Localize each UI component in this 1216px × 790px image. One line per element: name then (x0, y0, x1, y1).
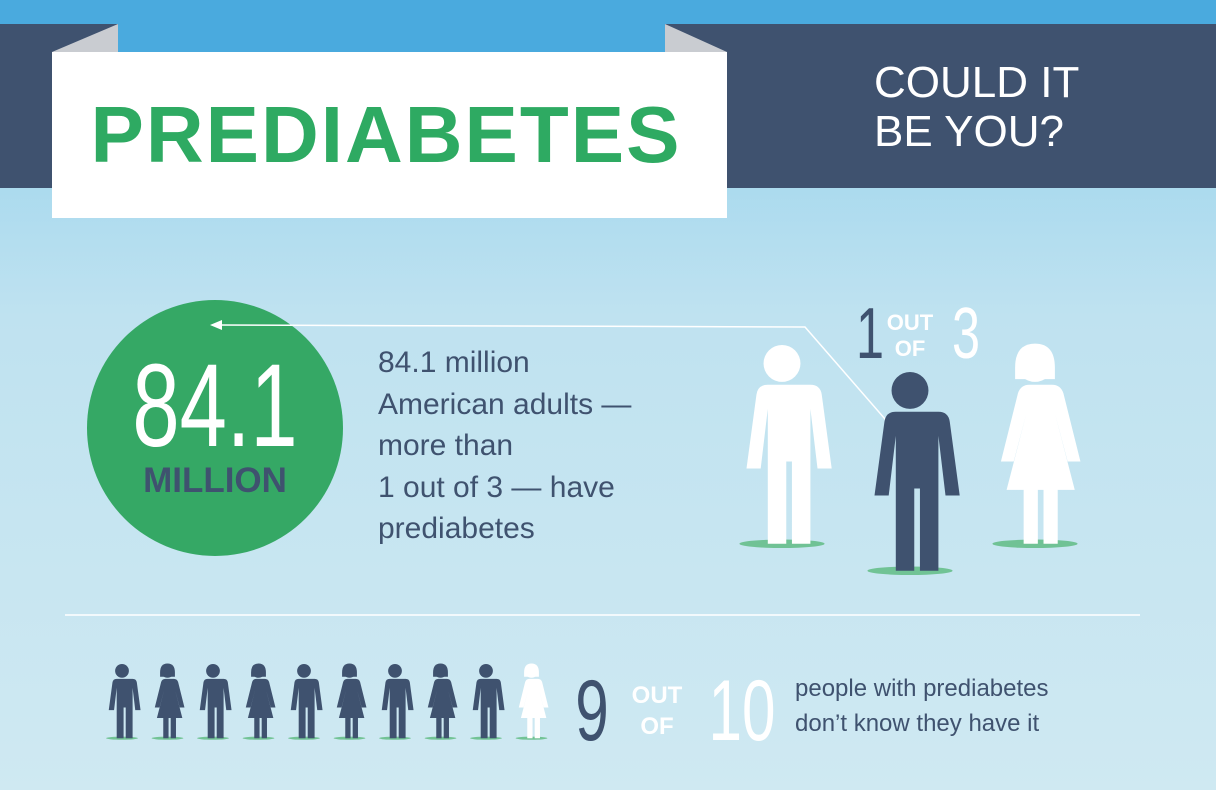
person-body (427, 678, 458, 739)
person-hair (342, 663, 357, 677)
ratio-total: 10 (709, 662, 776, 758)
person-body (472, 678, 505, 739)
person-icon (290, 664, 323, 739)
pointer-arrow (210, 320, 222, 330)
person-hair (1015, 343, 1055, 380)
person-hair (160, 663, 175, 677)
person-hair (433, 663, 448, 677)
person-body (154, 678, 185, 739)
ratio-of: OF (895, 336, 926, 361)
stat-description: American adults — (378, 388, 631, 421)
person-head (297, 664, 311, 678)
ratio-total: 3 (952, 294, 980, 374)
person-icon (154, 663, 185, 739)
person-head (763, 345, 801, 382)
stat-unit: MILLION (143, 461, 287, 500)
tagline: BE YOU? (874, 107, 1064, 156)
person-head (206, 664, 220, 678)
ratio-out: OUT (887, 310, 934, 335)
header-gap (118, 24, 665, 52)
ratio-out: OUT (632, 682, 683, 709)
person-head (891, 372, 929, 409)
person-body (336, 678, 367, 739)
person-body (245, 678, 276, 739)
ratio-description: don’t know they have it (795, 710, 1039, 737)
person-body (381, 678, 414, 739)
stat-description: 84.1 million (378, 346, 530, 379)
stat-circle (87, 300, 343, 556)
top-strip (0, 0, 1216, 24)
stat-description: prediabetes (378, 512, 535, 545)
title-banner (52, 52, 727, 218)
person-hair (251, 663, 266, 677)
person-head (479, 664, 493, 678)
person-icon (381, 664, 414, 739)
person-head (115, 664, 129, 678)
person-icon (1000, 343, 1081, 544)
person-head (388, 664, 402, 678)
person-body (518, 678, 549, 739)
pointer-line (214, 324, 906, 443)
stat-description: more than (378, 429, 513, 462)
person-icon (245, 663, 276, 739)
title: PREDIABETES (91, 90, 682, 179)
tagline: COULD IT (874, 58, 1079, 107)
person-icon (518, 663, 549, 739)
stat-number: 84.1 (132, 339, 297, 471)
fold-left (52, 24, 118, 52)
stat-description: 1 out of 3 — have (378, 471, 615, 504)
ratio-count: 1 (856, 294, 884, 374)
person-hair (524, 663, 539, 677)
fold-right (665, 24, 727, 52)
person-icon (427, 663, 458, 739)
ratio-of: OF (640, 713, 673, 740)
person-body (290, 678, 323, 739)
person-body (1000, 384, 1081, 544)
ratio-description: people with prediabetes (795, 675, 1049, 702)
person-icon (472, 664, 505, 739)
ratio-count: 9 (575, 662, 608, 758)
person-icon (336, 663, 367, 739)
